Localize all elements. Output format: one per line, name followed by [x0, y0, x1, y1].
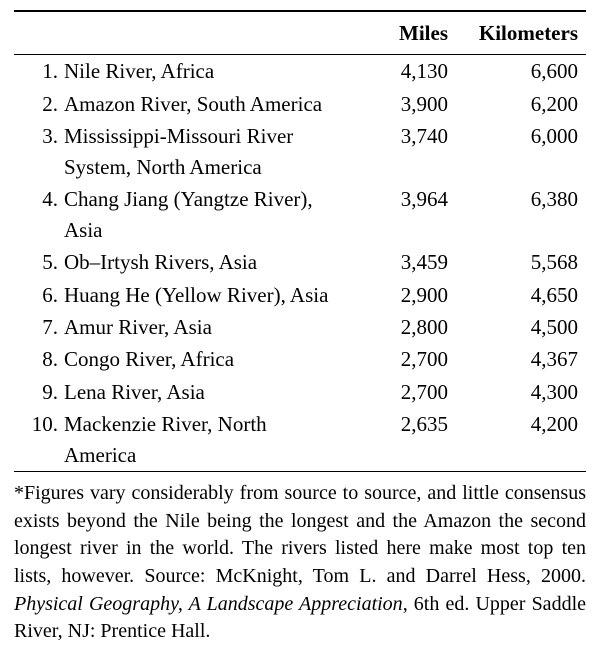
row-km: 4,367 [456, 343, 586, 375]
row-rank: 5. [14, 246, 62, 278]
row-name: Chang Jiang (Yangtze River), Asia [62, 183, 350, 246]
table-row: 3. Mississippi-Missouri River System, No… [14, 120, 586, 183]
row-km: 6,000 [456, 120, 586, 183]
row-name: Amazon River, South America [62, 88, 350, 120]
row-miles: 3,964 [350, 183, 456, 246]
row-miles: 2,700 [350, 343, 456, 375]
table-footnote: *Figures vary considerably from source t… [14, 480, 586, 646]
row-name: Ob–Irtysh Rivers, Asia [62, 246, 350, 278]
row-km: 6,380 [456, 183, 586, 246]
row-miles: 4,130 [350, 55, 456, 88]
row-rank: 1. [14, 55, 62, 88]
col-header-name [14, 11, 350, 55]
table-header-row: Miles Kilometers [14, 11, 586, 55]
footnote-source-prefix: Source: McKnight, Tom L. and Darrel Hess… [144, 565, 586, 587]
row-name: Huang He (Yellow River), Asia [62, 279, 350, 311]
row-miles: 3,459 [350, 246, 456, 278]
row-rank: 9. [14, 376, 62, 408]
row-name: Lena River, Asia [62, 376, 350, 408]
row-km: 4,200 [456, 408, 586, 471]
table-row: 8. Congo River, Africa 2,700 4,367 [14, 343, 586, 375]
row-rank: 6. [14, 279, 62, 311]
col-header-km: Kilometers [456, 11, 586, 55]
row-name: Congo River, Africa [62, 343, 350, 375]
rivers-table: Miles Kilometers 1. Nile River, Africa 4… [14, 10, 586, 472]
row-km: 4,500 [456, 311, 586, 343]
row-miles: 3,900 [350, 88, 456, 120]
row-rank: 2. [14, 88, 62, 120]
row-name: Nile River, Africa [62, 55, 350, 88]
row-miles: 2,800 [350, 311, 456, 343]
row-rank: 3. [14, 120, 62, 183]
row-rank: 8. [14, 343, 62, 375]
row-name: Mackenzie River, North America [62, 408, 350, 471]
row-km: 6,600 [456, 55, 586, 88]
row-rank: 10. [14, 408, 62, 471]
table-row: 7. Amur River, Asia 2,800 4,500 [14, 311, 586, 343]
table-row: 4. Chang Jiang (Yangtze River), Asia 3,9… [14, 183, 586, 246]
row-miles: 2,700 [350, 376, 456, 408]
table-row: 9. Lena River, Asia 2,700 4,300 [14, 376, 586, 408]
row-miles: 2,900 [350, 279, 456, 311]
row-name: Mississippi-Missouri River System, North… [62, 120, 350, 183]
row-km: 4,300 [456, 376, 586, 408]
row-miles: 2,635 [350, 408, 456, 471]
row-km: 6,200 [456, 88, 586, 120]
row-rank: 7. [14, 311, 62, 343]
row-rank: 4. [14, 183, 62, 246]
table-row: 1. Nile River, Africa 4,130 6,600 [14, 55, 586, 88]
row-km: 4,650 [456, 279, 586, 311]
row-km: 5,568 [456, 246, 586, 278]
table-row: 2. Amazon River, South America 3,900 6,2… [14, 88, 586, 120]
table-row: 5. Ob–Irtysh Rivers, Asia 3,459 5,568 [14, 246, 586, 278]
row-name: Amur River, Asia [62, 311, 350, 343]
row-miles: 3,740 [350, 120, 456, 183]
footnote-source-title: Physical Geography, A Landscape Apprecia… [14, 593, 403, 615]
col-header-miles: Miles [350, 11, 456, 55]
table-row: 10. Mackenzie River, North America 2,635… [14, 408, 586, 471]
table-row: 6. Huang He (Yellow River), Asia 2,900 4… [14, 279, 586, 311]
